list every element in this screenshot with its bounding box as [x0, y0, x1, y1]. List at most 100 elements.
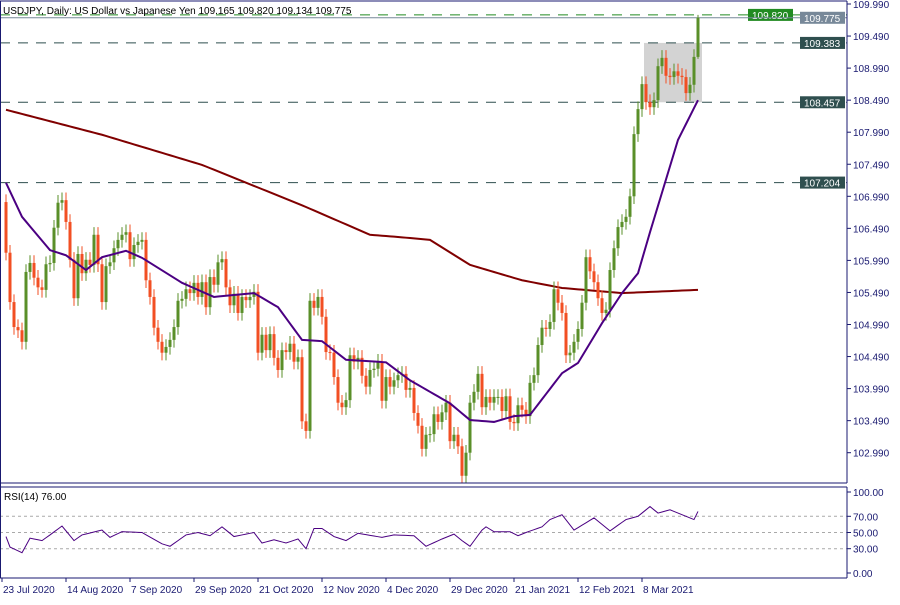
candle	[420, 418, 424, 457]
candle-body	[452, 434, 456, 442]
candle-body	[160, 341, 164, 353]
candle-body	[512, 421, 516, 424]
candle-body	[648, 102, 652, 108]
candle	[28, 255, 32, 280]
candle	[100, 256, 104, 310]
candle	[80, 246, 84, 281]
candle	[532, 367, 536, 391]
candle-body	[580, 302, 584, 329]
candle-body	[372, 368, 376, 371]
candle-body	[20, 330, 24, 342]
candle-body	[484, 396, 488, 408]
date-tick-label: 21 Oct 2020	[259, 585, 314, 596]
candle	[304, 413, 308, 439]
candle-body	[564, 312, 568, 356]
candle-body	[544, 327, 548, 329]
candle-body	[668, 75, 672, 78]
candle-body	[692, 56, 696, 85]
candle-body	[148, 280, 152, 297]
candle	[64, 192, 68, 230]
candle-body	[548, 321, 552, 329]
price-tick-label: 106.490	[853, 224, 890, 235]
candle-body	[60, 200, 64, 203]
candle-body	[4, 202, 8, 253]
candle-body	[56, 202, 60, 228]
date-tick-label: 21 Jan 2021	[515, 585, 570, 596]
candle	[212, 269, 216, 293]
candle	[268, 326, 272, 358]
candle	[564, 305, 568, 363]
candle-body	[600, 298, 604, 313]
candle	[104, 258, 108, 310]
candle	[156, 320, 160, 350]
candle	[580, 295, 584, 337]
candle-body	[392, 380, 396, 387]
candle	[440, 404, 444, 430]
candle-body	[16, 327, 20, 331]
candle	[672, 63, 676, 85]
candle	[696, 14, 700, 59]
candle	[112, 240, 116, 271]
rsi-tick-label: 50.00	[853, 529, 878, 540]
candle	[56, 195, 60, 236]
candle	[348, 347, 352, 408]
candle-body	[248, 296, 252, 301]
candle	[152, 289, 156, 336]
main-price-panel[interactable]: 109.990 109.490 108.990 108.490 107.990 107.4…	[0, 0, 890, 484]
candle	[384, 369, 388, 409]
candle-body	[220, 259, 224, 263]
candle-body	[464, 452, 468, 476]
candle-body	[636, 109, 640, 135]
candle-body	[88, 259, 92, 265]
candle-body	[216, 262, 220, 285]
date-tick-label: 12 Nov 2020	[323, 585, 380, 596]
candle	[168, 332, 172, 355]
candle	[344, 392, 348, 415]
candle-body	[140, 239, 144, 242]
candle-body	[376, 361, 380, 369]
candle-body	[96, 234, 100, 265]
candle	[444, 395, 448, 421]
candle-body	[408, 387, 412, 390]
candle-body	[48, 262, 52, 265]
candle	[296, 349, 300, 370]
candle-body	[12, 302, 16, 328]
candle-body	[632, 134, 636, 197]
candle-body	[8, 252, 12, 303]
candle	[248, 289, 252, 308]
candle-body	[164, 346, 168, 353]
candle-body	[500, 396, 504, 412]
candle-body	[232, 293, 236, 306]
level-price-label-bg	[800, 176, 845, 189]
candle-body	[284, 350, 288, 353]
candle-body	[488, 396, 492, 403]
candle	[280, 342, 284, 378]
candle-body	[612, 248, 616, 271]
candle	[476, 366, 480, 400]
rsi-panel[interactable]: 100.00 70.00 50.00 30.00 0.00 23 Jul 2020 14 A…	[0, 488, 884, 596]
date-tick-label: 29 Sep 2020	[195, 585, 252, 596]
candle-body	[640, 84, 644, 110]
candle-body	[176, 300, 180, 328]
candle-body	[472, 391, 476, 403]
candle	[620, 214, 624, 235]
candle-body	[272, 334, 276, 358]
candle	[568, 345, 572, 363]
moving-average-fast	[5, 99, 699, 423]
candle	[244, 289, 248, 308]
candle	[464, 445, 468, 484]
candle-body	[508, 396, 512, 422]
price-tick-label: 102.990	[853, 449, 890, 460]
candle	[376, 353, 380, 377]
candle	[260, 327, 264, 361]
candle	[204, 274, 208, 315]
candle-body	[72, 259, 76, 299]
candle	[20, 322, 24, 350]
candle-body	[556, 289, 560, 303]
price-tick-label: 103.490	[853, 417, 890, 428]
candle-body	[552, 289, 556, 322]
candle	[644, 76, 648, 110]
candle-body	[672, 71, 676, 78]
candle	[552, 281, 556, 330]
